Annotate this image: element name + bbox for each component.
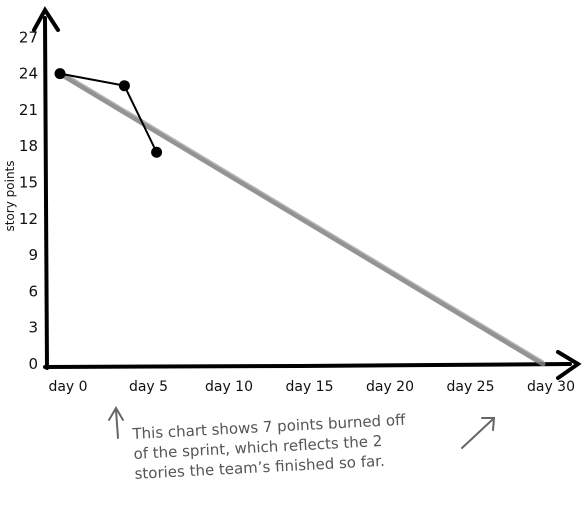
y-tick-label: 3 xyxy=(28,319,38,337)
up-arrow-left-icon xyxy=(108,406,124,439)
actual-data-point xyxy=(118,80,130,92)
y-tick-label: 6 xyxy=(28,282,38,300)
x-axis xyxy=(43,350,582,380)
y-axis-label: story points xyxy=(3,160,17,231)
x-tick-label: day 10 xyxy=(205,379,253,395)
ideal-burndown-line xyxy=(57,71,546,367)
y-tick-label: 24 xyxy=(19,65,38,83)
y-tick-label: 18 xyxy=(19,137,38,155)
y-axis-arrow-icon xyxy=(32,6,60,32)
series-layer xyxy=(54,68,546,367)
y-tick-label: 21 xyxy=(19,101,38,119)
ideal-burndown-sketch-line xyxy=(59,69,544,362)
annotation-arrows xyxy=(108,406,496,449)
x-tick-label: day 30 xyxy=(527,379,575,395)
y-tick-label: 27 xyxy=(19,28,38,46)
y-tick-labels: 0 3 6 9 12 15 18 21 24 27 xyxy=(19,28,38,373)
y-tick-label: 12 xyxy=(19,210,38,228)
up-arrow-right-icon xyxy=(461,417,496,449)
x-axis-arrow-icon xyxy=(556,350,582,380)
y-tick-label: 9 xyxy=(28,246,38,264)
x-tick-label: day 20 xyxy=(366,379,414,395)
y-axis xyxy=(32,6,60,370)
actual-burndown-line xyxy=(59,72,158,153)
actual-data-point xyxy=(54,68,66,80)
actual-data-point xyxy=(151,146,163,158)
x-tick-label: day 5 xyxy=(129,379,168,395)
y-tick-label: 0 xyxy=(28,355,38,373)
x-tick-label: day 0 xyxy=(48,379,87,395)
x-tick-label: day 15 xyxy=(285,379,333,395)
x-tick-label: day 25 xyxy=(446,379,494,395)
x-tick-labels: day 0 day 5 day 10 day 15 day 20 day 25 day 30 xyxy=(48,379,575,395)
y-tick-label: 15 xyxy=(19,174,38,192)
